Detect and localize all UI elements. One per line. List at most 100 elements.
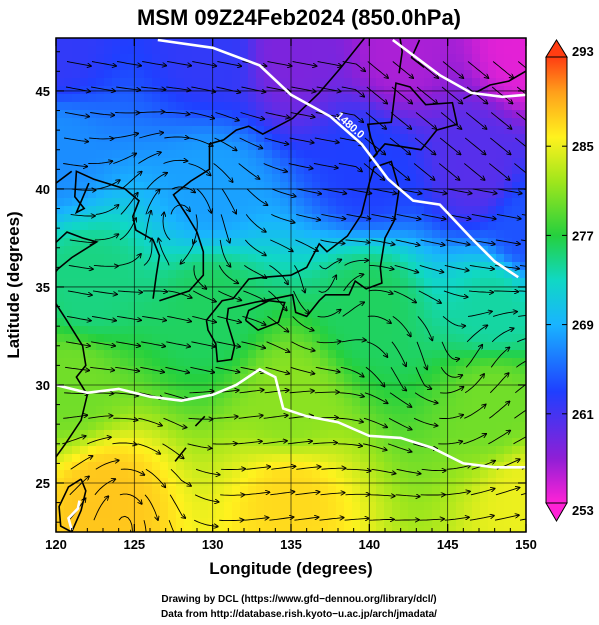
streamline [216,86,240,92]
colorbar-label: 285 [572,139,594,154]
streamline [243,290,266,302]
colorbar-gradient [545,56,568,504]
streamline [94,234,118,241]
streamline [414,137,435,154]
streamline [194,519,218,526]
coastline [462,70,526,100]
coastline [205,160,400,363]
streamline [143,291,167,292]
streamline [91,341,115,346]
streamline [388,417,411,429]
streamline [245,492,269,496]
streamline [470,489,495,496]
streamline [413,163,434,180]
streamline [418,290,441,303]
coastline [73,170,161,299]
streamline [269,265,288,284]
x-axis-label: Longitude (degrees) [209,559,372,578]
streamline [164,137,188,138]
streamline [121,172,142,190]
colorbar: 293 285 277 269 261 253 [545,39,594,522]
streamline [219,520,243,521]
streamline [270,492,294,496]
streamline [66,61,91,67]
streamline [337,444,362,446]
streamline [317,310,341,318]
streamline [516,86,526,95]
streamline [467,61,488,79]
streamline [466,86,487,104]
streamline [215,366,240,372]
streamline [166,341,190,347]
streamline [142,315,166,320]
streamline [491,86,512,104]
streamline [158,239,170,266]
streamline [91,86,115,91]
streamline [493,291,518,292]
x-tick-label: 125 [123,537,145,552]
streamline [396,468,421,473]
streamline [145,190,160,215]
streamline [215,112,239,121]
streamline [65,366,89,370]
streamline [415,112,436,129]
streamline [514,163,526,174]
streamline [391,341,406,366]
streamline [339,392,364,397]
streamline [443,290,468,297]
streamline [346,469,371,471]
streamline [244,239,265,256]
streamline [341,86,364,97]
streamline [290,112,315,118]
coastline [366,82,459,163]
streamline [292,61,317,67]
streamline [516,112,526,121]
streamline [370,495,395,496]
streamline [144,211,151,240]
streamline [365,112,386,129]
streamline [118,515,132,532]
streamline [214,137,237,150]
streamline [363,443,387,450]
streamline [91,315,116,320]
streamline [113,418,137,420]
colorbar-min-triangle [545,502,568,522]
streamline [92,290,117,294]
streamline [465,345,482,368]
streamline [519,518,526,521]
streamline [196,188,211,213]
streamline [287,441,312,445]
streamline [346,213,371,218]
streamline [293,290,310,314]
streamline [438,163,459,180]
streamline [189,137,213,146]
streamline [69,239,94,243]
streamline [518,315,526,317]
streamline [244,265,266,278]
streamline [368,289,393,294]
streamline [392,316,411,336]
streamline [416,86,437,104]
streamline [192,61,216,67]
streamline [421,213,446,219]
y-axis-label: Latitude (degrees) [4,211,23,358]
streamline [143,239,152,266]
streamline [221,188,236,214]
streamline [442,61,463,79]
streamline [63,415,87,419]
streamline [489,163,509,180]
streamline [245,214,266,231]
streamline [416,341,427,370]
streamline [138,152,160,164]
streamline [242,315,265,325]
streamline [420,239,445,245]
wind-streamlines [62,61,526,532]
streamline [218,265,238,283]
streamline [317,61,342,67]
streamline [367,61,388,79]
streamline [291,341,315,351]
streamline [488,431,510,445]
streamline [237,441,262,445]
streamline [520,239,526,242]
x-tick-label: 140 [358,537,380,552]
